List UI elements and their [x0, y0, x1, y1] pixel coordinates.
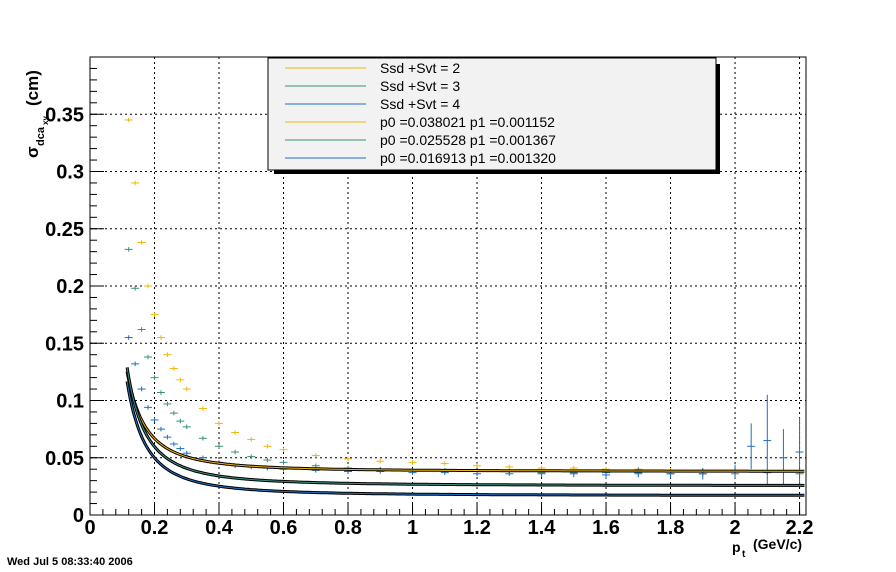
x-axis-label-main: p	[732, 539, 741, 555]
x-axis-label-sub: t	[742, 549, 746, 560]
legend-label: Ssd +Svt = 2	[380, 60, 460, 76]
fit-curve-core	[126, 381, 805, 496]
y-tick-label: 0.25	[45, 219, 84, 241]
legend: Ssd +Svt = 2 Ssd +Svt = 3 Ssd +Svt = 4 p0 =…	[267, 57, 720, 174]
x-tick-label: 0.2	[141, 517, 169, 539]
y-tick-label: 0.1	[56, 391, 84, 413]
legend-box	[267, 57, 717, 171]
timestamp: Wed Jul 5 08:33:40 2006	[7, 556, 133, 568]
x-tick-label: 1.4	[528, 517, 557, 539]
fit-curve	[125, 367, 805, 487]
x-tick-label: 2.2	[786, 517, 814, 539]
y-tick-label: 0.2	[56, 276, 84, 298]
x-tick-label: 1.2	[463, 517, 491, 539]
y-tick-label: 0.3	[56, 162, 84, 184]
tick-labels: 0 0.2 0.4 0.6 0.8 1 1.2 1.4 1.6 1.8 2 2.2 0 0.05 0.1 0.…	[45, 104, 813, 539]
x-tick-label: 0	[84, 517, 95, 539]
x-tick-label: 0.8	[334, 517, 362, 539]
legend-label: p0 =0.038021 p1 =0.001152	[380, 114, 555, 130]
y-axis-label: σ dca xy (cm)	[23, 70, 50, 158]
y-tick-label: 0	[73, 505, 84, 527]
y-axis-label-unit: (cm)	[23, 70, 42, 106]
fit-curves	[125, 367, 805, 497]
y-axis-label-sigma: σ	[23, 146, 42, 158]
fit-curve-core	[126, 371, 805, 472]
y-axis-label-sub: dca	[35, 126, 47, 146]
legend-entries: Ssd +Svt = 2 Ssd +Svt = 3 Ssd +Svt = 4 p0 =…	[285, 60, 556, 166]
y-axis-label-subsub: xy	[41, 116, 50, 125]
x-tick-label: 1.8	[657, 517, 685, 539]
legend-label: p0 =0.025528 p1 =0.001367	[380, 132, 556, 148]
fit-curve	[125, 371, 805, 473]
x-tick-label: 2	[729, 517, 740, 539]
legend-label: p0 =0.016913 p1 =0.001320	[380, 150, 556, 166]
y-tick-label: 0.35	[45, 104, 84, 126]
axis-ticks	[89, 56, 801, 516]
legend-label: Ssd +Svt = 3	[380, 78, 460, 94]
x-tick-label: 1.6	[592, 517, 620, 539]
x-tick-label: 1	[407, 517, 418, 539]
y-tick-label: 0.15	[45, 333, 84, 355]
x-tick-label: 0.6	[270, 517, 298, 539]
y-tick-label: 0.05	[45, 448, 84, 470]
x-axis-label: p t (GeV/c)	[732, 536, 802, 560]
x-axis-label-unit: (GeV/c)	[753, 536, 802, 552]
legend-label: Ssd +Svt = 4	[380, 96, 460, 112]
fit-curve-core	[126, 367, 805, 486]
x-tick-label: 0.4	[205, 517, 234, 539]
